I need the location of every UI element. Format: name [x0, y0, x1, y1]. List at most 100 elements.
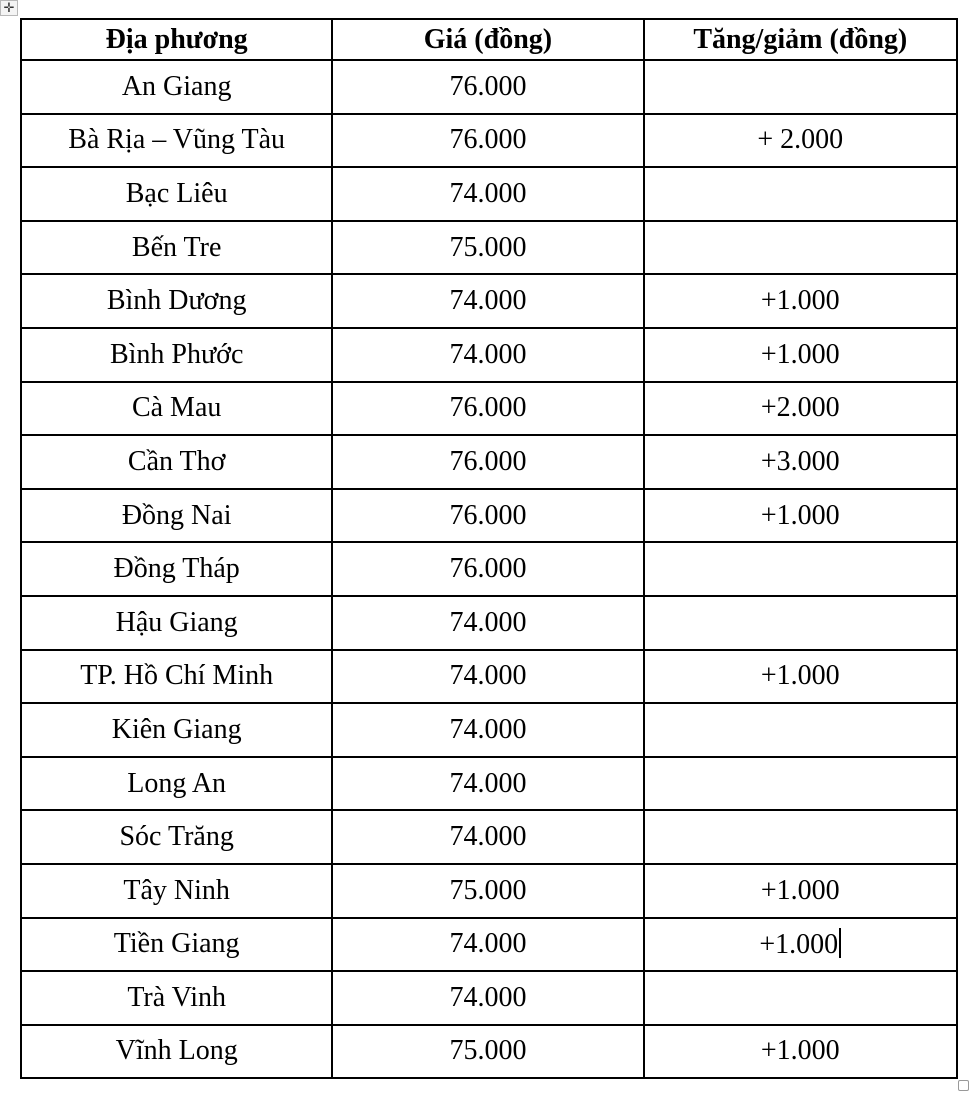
cell-locality[interactable]: Kiên Giang: [19, 702, 334, 758]
cell-change[interactable]: [642, 59, 959, 115]
cell-locality[interactable]: Đồng Tháp: [19, 541, 334, 597]
cell-text: Cà Mau: [131, 392, 222, 424]
cell-locality[interactable]: Bình Phước: [19, 326, 334, 383]
table-row: Long An 74.000: [19, 755, 959, 812]
cell-price[interactable]: 74.000: [331, 755, 645, 812]
cell-price[interactable]: 76.000: [331, 380, 645, 437]
cell-text: Đồng Nai: [121, 499, 232, 531]
cell-locality[interactable]: Trà Vinh: [19, 970, 334, 1026]
cell-change[interactable]: [642, 970, 959, 1026]
cell-price[interactable]: 76.000: [331, 434, 645, 490]
cell-text: An Giang: [121, 70, 232, 102]
cell-locality[interactable]: Tiền Giang: [19, 916, 334, 973]
cell-text: 76.000: [449, 445, 527, 477]
cell-text: Bình Phước: [109, 338, 244, 370]
cell-price[interactable]: 74.000: [331, 648, 645, 705]
cell-price[interactable]: 76.000: [331, 112, 645, 169]
cell-change[interactable]: +1.000: [642, 862, 959, 919]
cell-text: +1.000: [759, 928, 839, 960]
table-row: Bạc Liêu 74.000: [19, 166, 959, 222]
cell-text: Vĩnh Long: [115, 1035, 238, 1067]
cell-text: 76.000: [449, 553, 527, 585]
cell-locality[interactable]: Bình Dương: [19, 273, 334, 329]
cell-locality[interactable]: Tây Ninh: [19, 862, 334, 919]
table-move-handle-icon[interactable]: ✛: [0, 0, 18, 16]
cell-price[interactable]: 75.000: [331, 219, 645, 276]
cell-price[interactable]: 74.000: [331, 809, 645, 865]
cell-locality[interactable]: Cà Mau: [19, 380, 334, 437]
cell-change[interactable]: [642, 809, 959, 865]
cell-text: +3.000: [760, 445, 840, 477]
cell-text: 74.000: [449, 606, 527, 638]
cell-text: 76.000: [449, 124, 527, 156]
cell-change[interactable]: [642, 755, 959, 812]
cell-locality[interactable]: Sóc Trăng: [19, 809, 334, 865]
cell-price[interactable]: 74.000: [331, 970, 645, 1026]
table-row: Sóc Trăng 74.000: [19, 809, 959, 865]
cell-change[interactable]: + 2.000: [642, 112, 959, 169]
cell-price[interactable]: 75.000: [331, 1023, 645, 1080]
cell-text: Tây Ninh: [123, 874, 230, 906]
cell-locality[interactable]: Long An: [19, 755, 334, 812]
cell-locality[interactable]: Bà Rịa – Vũng Tàu: [19, 112, 334, 169]
cell-text: 74.000: [449, 660, 527, 692]
cell-text: 74.000: [449, 338, 527, 370]
table-row: Cần Thơ 76.000 +3.000: [19, 434, 959, 490]
cell-price[interactable]: 76.000: [331, 59, 645, 115]
table-row: Kiên Giang 74.000: [19, 702, 959, 758]
cell-text: Tiền Giang: [113, 928, 240, 960]
cell-text: Trà Vinh: [127, 981, 226, 1013]
cell-change[interactable]: +1.000: [642, 916, 959, 973]
cell-change[interactable]: [642, 541, 959, 597]
cell-text: Sóc Trăng: [119, 821, 234, 853]
cell-text: 74.000: [449, 767, 527, 799]
table-row: Tiền Giang 74.000 +1.000: [19, 916, 959, 973]
cell-locality[interactable]: Cần Thơ: [19, 434, 334, 490]
cell-locality[interactable]: An Giang: [19, 59, 334, 115]
cell-price[interactable]: 76.000: [331, 541, 645, 597]
cell-text: Kiên Giang: [111, 713, 242, 745]
cell-locality[interactable]: Bến Tre: [19, 219, 334, 276]
header-change: Tăng/giảm (đồng): [642, 18, 959, 61]
cell-change[interactable]: [642, 594, 959, 651]
cell-change[interactable]: [642, 702, 959, 758]
cell-locality[interactable]: Vĩnh Long: [19, 1023, 334, 1080]
cell-change[interactable]: [642, 166, 959, 222]
cell-price[interactable]: 74.000: [331, 702, 645, 758]
cell-locality[interactable]: Đồng Nai: [19, 487, 334, 544]
cell-locality[interactable]: TP. Hồ Chí Minh: [19, 648, 334, 705]
text-cursor: [839, 927, 842, 958]
cell-change[interactable]: +3.000: [642, 434, 959, 490]
cell-text: 74.000: [449, 177, 527, 209]
cell-price[interactable]: 74.000: [331, 166, 645, 222]
cell-text: 74.000: [449, 928, 527, 960]
cell-change[interactable]: +1.000: [642, 273, 959, 329]
cell-text: + 2.000: [757, 124, 844, 156]
cell-change[interactable]: +1.000: [642, 1023, 959, 1080]
price-table: Địa phương Giá (đồng) Tăng/giảm (đồng) A…: [19, 18, 959, 1080]
cell-price[interactable]: 74.000: [331, 916, 645, 973]
table-resize-handle-icon[interactable]: [958, 1080, 969, 1091]
table-row: Tây Ninh 75.000 +1.000: [19, 862, 959, 919]
cell-change[interactable]: +1.000: [642, 648, 959, 705]
cell-locality[interactable]: Hậu Giang: [19, 594, 334, 651]
cell-change[interactable]: +1.000: [642, 326, 959, 383]
cell-text: Bà Rịa – Vũng Tàu: [68, 124, 286, 156]
cell-change[interactable]: [642, 219, 959, 276]
cell-text: +1.000: [760, 499, 840, 531]
cell-price[interactable]: 74.000: [331, 594, 645, 651]
cell-change[interactable]: +1.000: [642, 487, 959, 544]
cell-text: 75.000: [449, 231, 527, 263]
cell-price[interactable]: 76.000: [331, 487, 645, 544]
table-row: Hậu Giang 74.000: [19, 594, 959, 651]
cell-price[interactable]: 74.000: [331, 326, 645, 383]
cell-price[interactable]: 74.000: [331, 273, 645, 329]
cell-text: Bến Tre: [131, 231, 222, 263]
cell-price[interactable]: 75.000: [331, 862, 645, 919]
table-row: Bến Tre 75.000: [19, 219, 959, 276]
cell-locality[interactable]: Bạc Liêu: [19, 166, 334, 222]
cell-change[interactable]: +2.000: [642, 380, 959, 437]
cell-text: Bình Dương: [106, 285, 247, 317]
cell-text: Đồng Tháp: [113, 553, 240, 585]
cell-text: 76.000: [449, 70, 527, 102]
